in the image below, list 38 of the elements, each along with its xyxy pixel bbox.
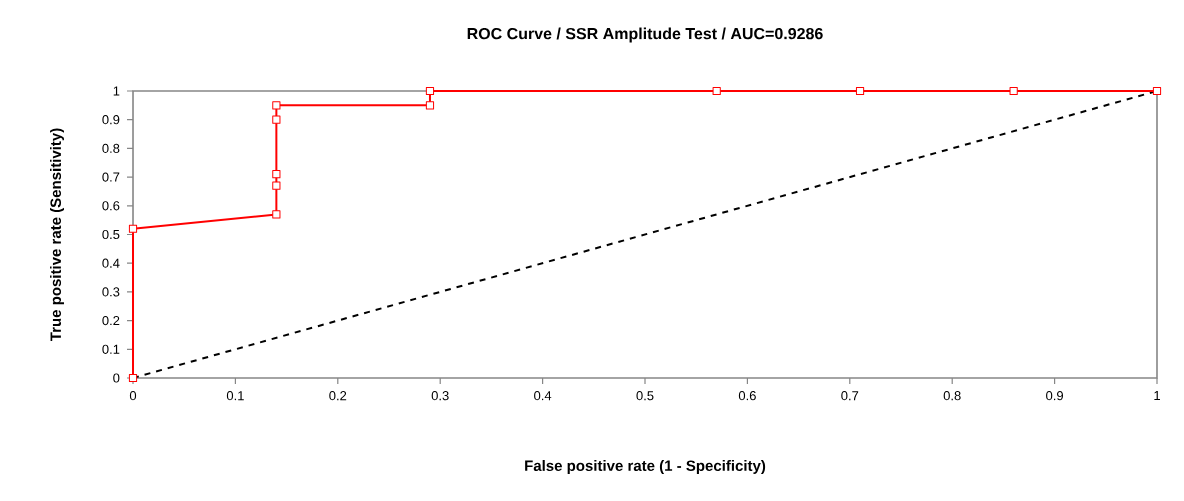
- point: [128, 373, 138, 383]
- y-tick-label: 0: [113, 373, 120, 383]
- y-tick-label: 0.5: [102, 229, 120, 240]
- point: [855, 86, 865, 96]
- point: [272, 115, 281, 124]
- point: [272, 170, 281, 179]
- y-tick-label: 0.7: [102, 172, 120, 182]
- x-tick-label: 0.3: [431, 391, 449, 401]
- chart-title: ROC Curve / SSR Amplitude Test / AUC=0.9286: [467, 27, 823, 43]
- x-tick-label: 0.7: [841, 391, 859, 401]
- x-tick-label: 0.1: [226, 391, 244, 401]
- x-tick-label: 0.6: [738, 391, 756, 401]
- x-tick-label: 0.5: [636, 391, 654, 401]
- y-tick-label: 0.9: [102, 115, 120, 125]
- point: [712, 86, 721, 96]
- y-tick-label: 0.8: [102, 143, 120, 153]
- y-axis-title: True positive rate (Sensitivity): [50, 128, 64, 342]
- point: [272, 101, 281, 110]
- x-tick-label: 0.4: [534, 391, 552, 401]
- point: [1009, 86, 1018, 96]
- x-tick-label: 0: [129, 391, 137, 401]
- x-tick-label: 0.2: [329, 391, 347, 401]
- point: [128, 224, 138, 233]
- x-tick-label: 0.8: [943, 391, 961, 401]
- y-tick-label: 0.6: [102, 201, 120, 211]
- x-tick-label: 0.9: [1046, 391, 1064, 401]
- point: [425, 101, 435, 110]
- point: [425, 86, 435, 96]
- x-axis-title: False positive rate (1 - Specificity): [525, 460, 766, 474]
- point: [272, 181, 281, 190]
- y-tick-label: 1: [113, 86, 120, 96]
- x-tick-label: 1: [1154, 391, 1160, 400]
- y-tick-label: 0.2: [102, 315, 120, 326]
- y-tick-label: 0.1: [102, 344, 120, 354]
- point: [1152, 86, 1162, 96]
- y-tick-label: 0.3: [102, 287, 120, 297]
- point: [272, 210, 281, 219]
- y-tick-label: 0.4: [102, 258, 120, 268]
